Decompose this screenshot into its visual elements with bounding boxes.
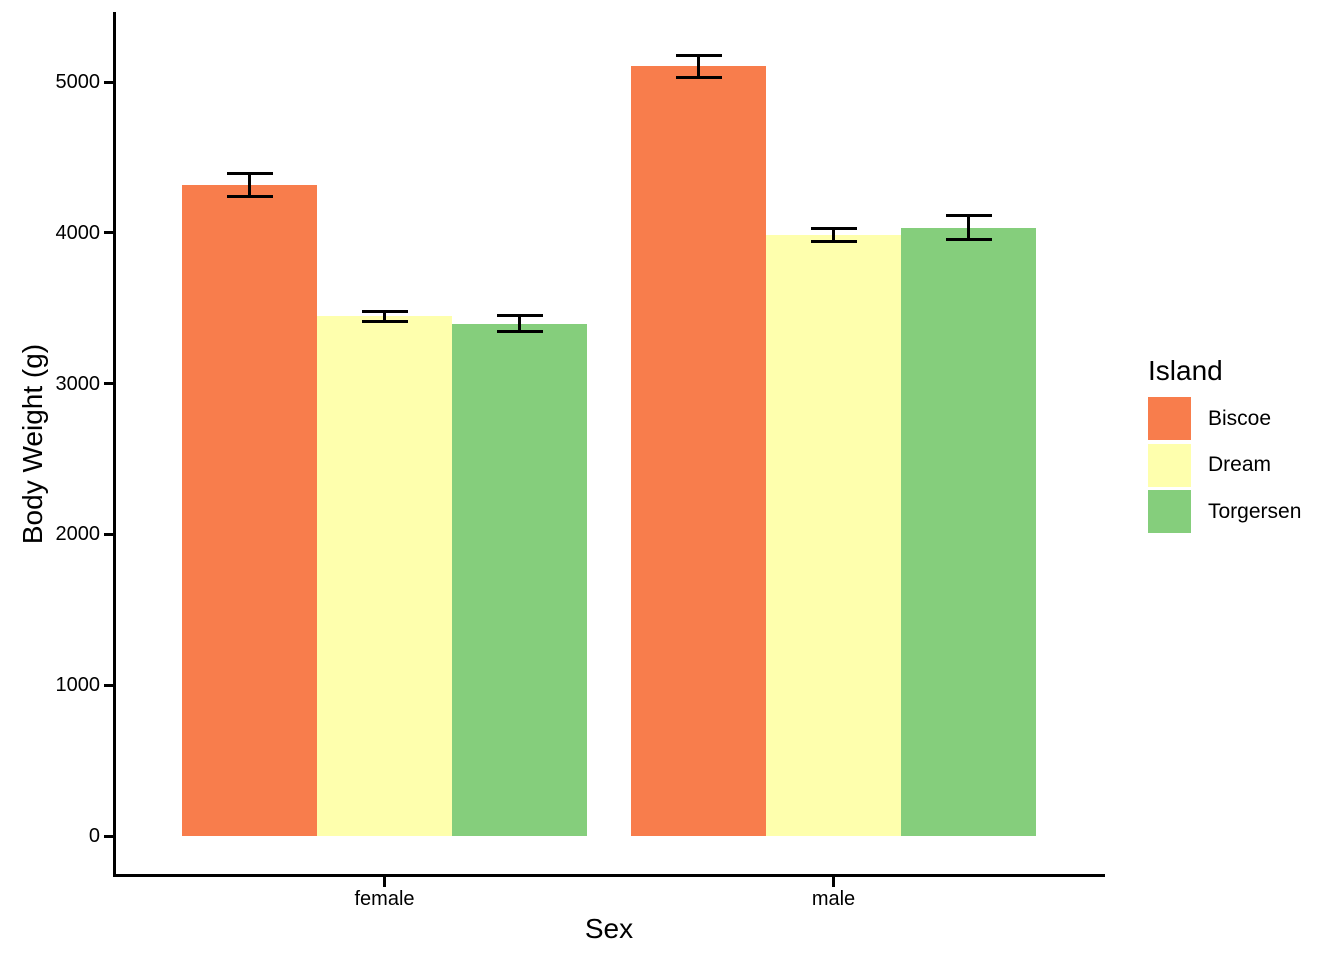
errorbar-female-dream-stem bbox=[383, 311, 386, 322]
errorbar-female-torgersen-cap-bottom bbox=[496, 330, 543, 334]
legend-key-torgersen bbox=[1148, 490, 1191, 534]
y-tick-label-1000: 1000 bbox=[55, 674, 101, 697]
bar-female-torgersen bbox=[452, 323, 587, 836]
legend-key-biscoe bbox=[1148, 397, 1191, 440]
y-tick-label-4000: 4000 bbox=[55, 221, 101, 244]
errorbar-female-torgersen-cap-top bbox=[496, 314, 543, 318]
errorbar-male-biscoe-stem bbox=[697, 55, 700, 78]
y-tick-mark-3000 bbox=[104, 382, 113, 386]
errorbar-female-biscoe-cap-top bbox=[226, 171, 273, 175]
x-tick-mark-male bbox=[832, 877, 835, 887]
y-tick-mark-5000 bbox=[104, 80, 113, 84]
errorbar-female-torgersen-stem bbox=[518, 315, 521, 332]
bar-female-biscoe bbox=[182, 184, 317, 836]
y-tick-label-5000: 5000 bbox=[55, 71, 101, 93]
x-axis-title: Sex bbox=[584, 913, 634, 944]
y-tick-mark-0 bbox=[104, 834, 113, 838]
y-axis-line bbox=[113, 12, 116, 877]
y-tick-mark-2000 bbox=[104, 532, 113, 536]
errorbar-female-dream-cap-top bbox=[361, 309, 408, 313]
x-tick-label-male: male bbox=[811, 888, 856, 910]
errorbar-female-biscoe-stem bbox=[248, 173, 251, 196]
bar-male-torgersen bbox=[901, 227, 1036, 836]
legend-label-dream: Dream bbox=[1208, 453, 1272, 477]
errorbar-male-biscoe-cap-top bbox=[675, 53, 722, 57]
y-tick-mark-1000 bbox=[104, 683, 113, 687]
legend-title: Island bbox=[1148, 355, 1223, 386]
x-tick-label-female: female bbox=[354, 888, 415, 910]
errorbar-female-biscoe-cap-bottom bbox=[226, 194, 273, 198]
bar-male-biscoe bbox=[631, 66, 766, 836]
bar-male-dream bbox=[766, 234, 901, 836]
x-tick-mark-female bbox=[383, 877, 386, 887]
x-axis-line bbox=[113, 874, 1105, 877]
errorbar-male-torgersen-stem bbox=[967, 215, 970, 240]
errorbar-female-dream-cap-bottom bbox=[361, 320, 408, 324]
y-tick-mark-4000 bbox=[104, 231, 113, 235]
errorbar-male-dream-stem bbox=[832, 228, 835, 242]
legend-key-dream bbox=[1148, 443, 1191, 487]
errorbar-male-torgersen-cap-bottom bbox=[945, 237, 992, 241]
errorbar-male-torgersen-cap-top bbox=[945, 214, 992, 218]
y-tick-label-0: 0 bbox=[88, 825, 100, 847]
y-tick-label-3000: 3000 bbox=[55, 372, 101, 395]
y-axis-title: Body Weight (g) bbox=[17, 343, 48, 545]
legend-label-torgersen: Torgersen bbox=[1208, 499, 1302, 523]
errorbar-male-dream-cap-bottom bbox=[810, 239, 857, 243]
legend-label-biscoe: Biscoe bbox=[1208, 406, 1272, 430]
errorbar-male-biscoe-cap-bottom bbox=[675, 75, 722, 79]
errorbar-male-dream-cap-top bbox=[810, 226, 857, 230]
bar-female-dream bbox=[317, 316, 452, 836]
y-tick-label-2000: 2000 bbox=[55, 523, 101, 546]
